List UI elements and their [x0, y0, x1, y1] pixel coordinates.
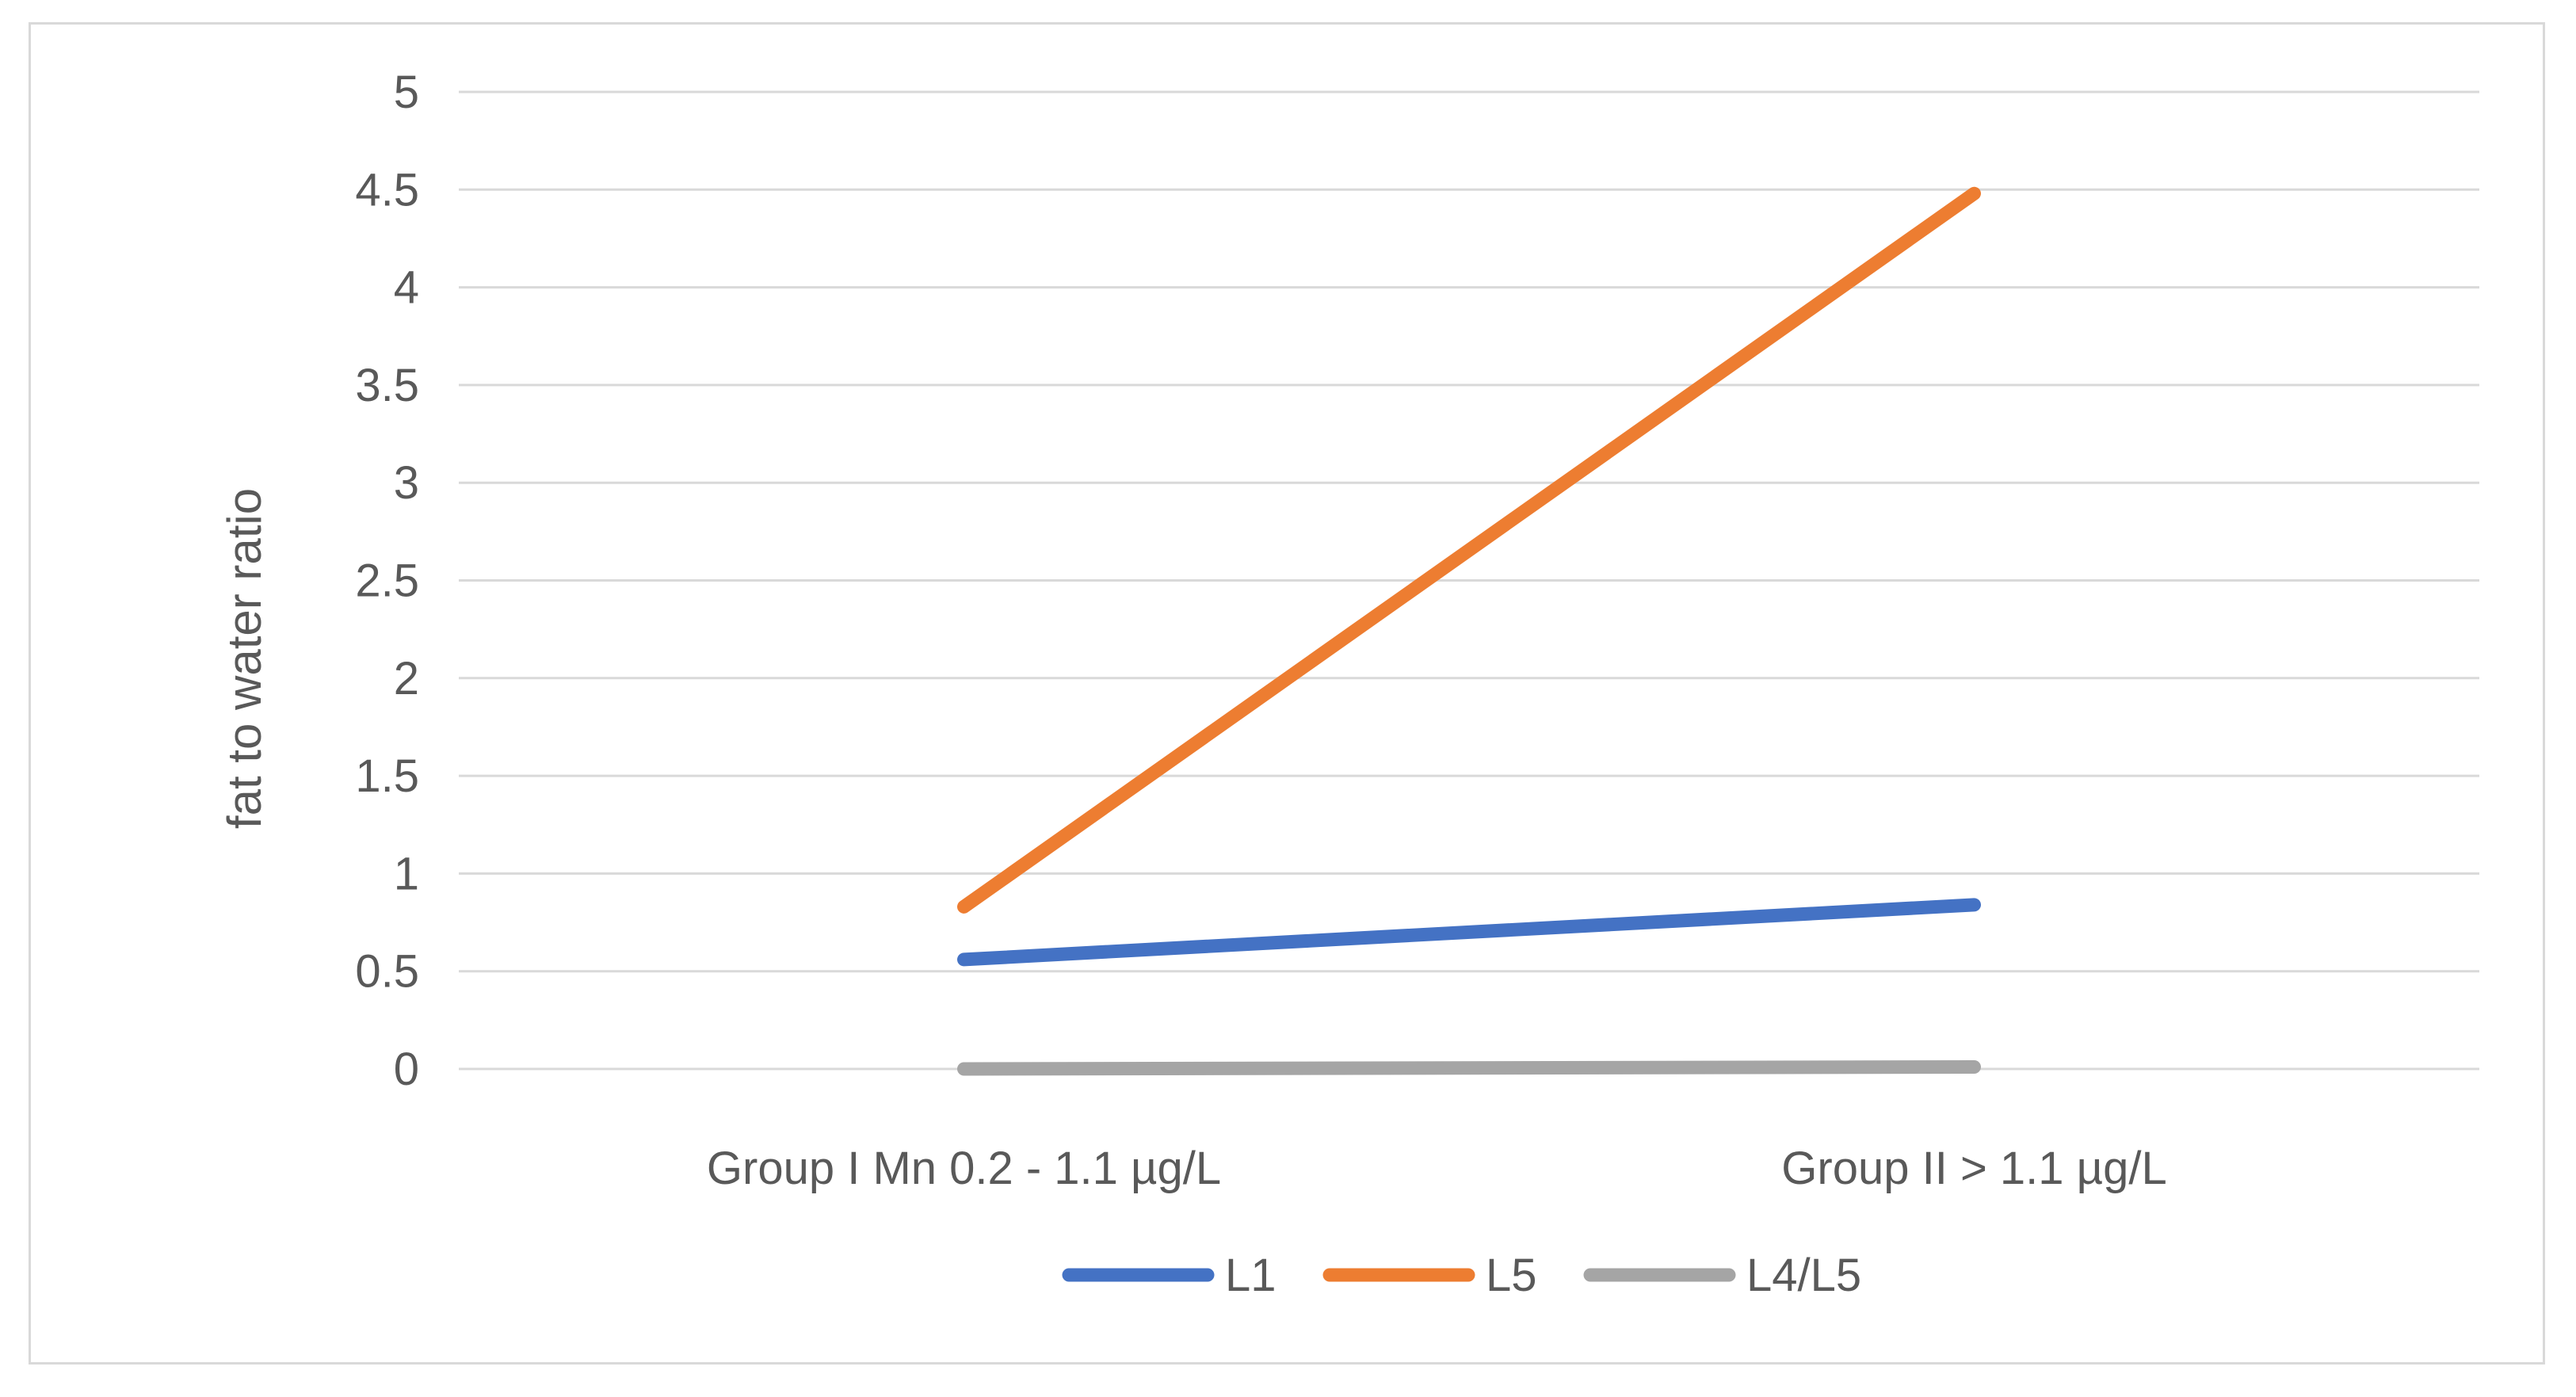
series-line-l5 [957, 186, 1981, 914]
line-chart: 0 0.5 1 1.5 2 2.5 3 3.5 4 4.5 5 Group I Mn 0.2 - 1… [218, 67, 2479, 1301]
legend: L1 L5 L4/L5 [1062, 1250, 1861, 1301]
x-category-label: Group II > 1.1 µg/L [1781, 1143, 2166, 1194]
y-axis-title: fat to water ratio [218, 488, 271, 829]
y-tick-label: 5 [394, 67, 419, 118]
legend-label: L4/L5 [1746, 1250, 1861, 1301]
chart-frame: 0 0.5 1 1.5 2 2.5 3 3.5 4 4.5 5 Group I Mn 0.2 - 1… [29, 22, 2545, 1365]
series-line-l4-l5 [957, 1060, 1981, 1076]
gridlines [459, 90, 2479, 1071]
x-category-label: Group I Mn 0.2 - 1.1 µg/L [707, 1143, 1221, 1194]
legend-label: L5 [1486, 1250, 1537, 1301]
series-lines [957, 186, 1981, 1076]
y-tick-label: 0.5 [355, 946, 419, 998]
y-tick-label: 1 [394, 848, 419, 899]
y-tick-label: 2.5 [355, 555, 419, 607]
y-tick-label: 4 [394, 262, 419, 314]
y-tick-label: 3.5 [355, 360, 419, 411]
series-line-l1 [957, 898, 1981, 967]
y-tick-label: 2 [394, 653, 419, 704]
y-tick-label: 1.5 [355, 750, 419, 802]
x-axis-category-labels: Group I Mn 0.2 - 1.1 µg/L Group II > 1.1 … [707, 1143, 2167, 1194]
y-tick-label: 3 [394, 457, 419, 509]
y-axis-tick-labels: 0 0.5 1 1.5 2 2.5 3 3.5 4 4.5 5 [355, 67, 419, 1095]
legend-label: L1 [1225, 1250, 1277, 1301]
y-tick-label: 0 [394, 1044, 419, 1095]
y-tick-label: 4.5 [355, 164, 419, 216]
